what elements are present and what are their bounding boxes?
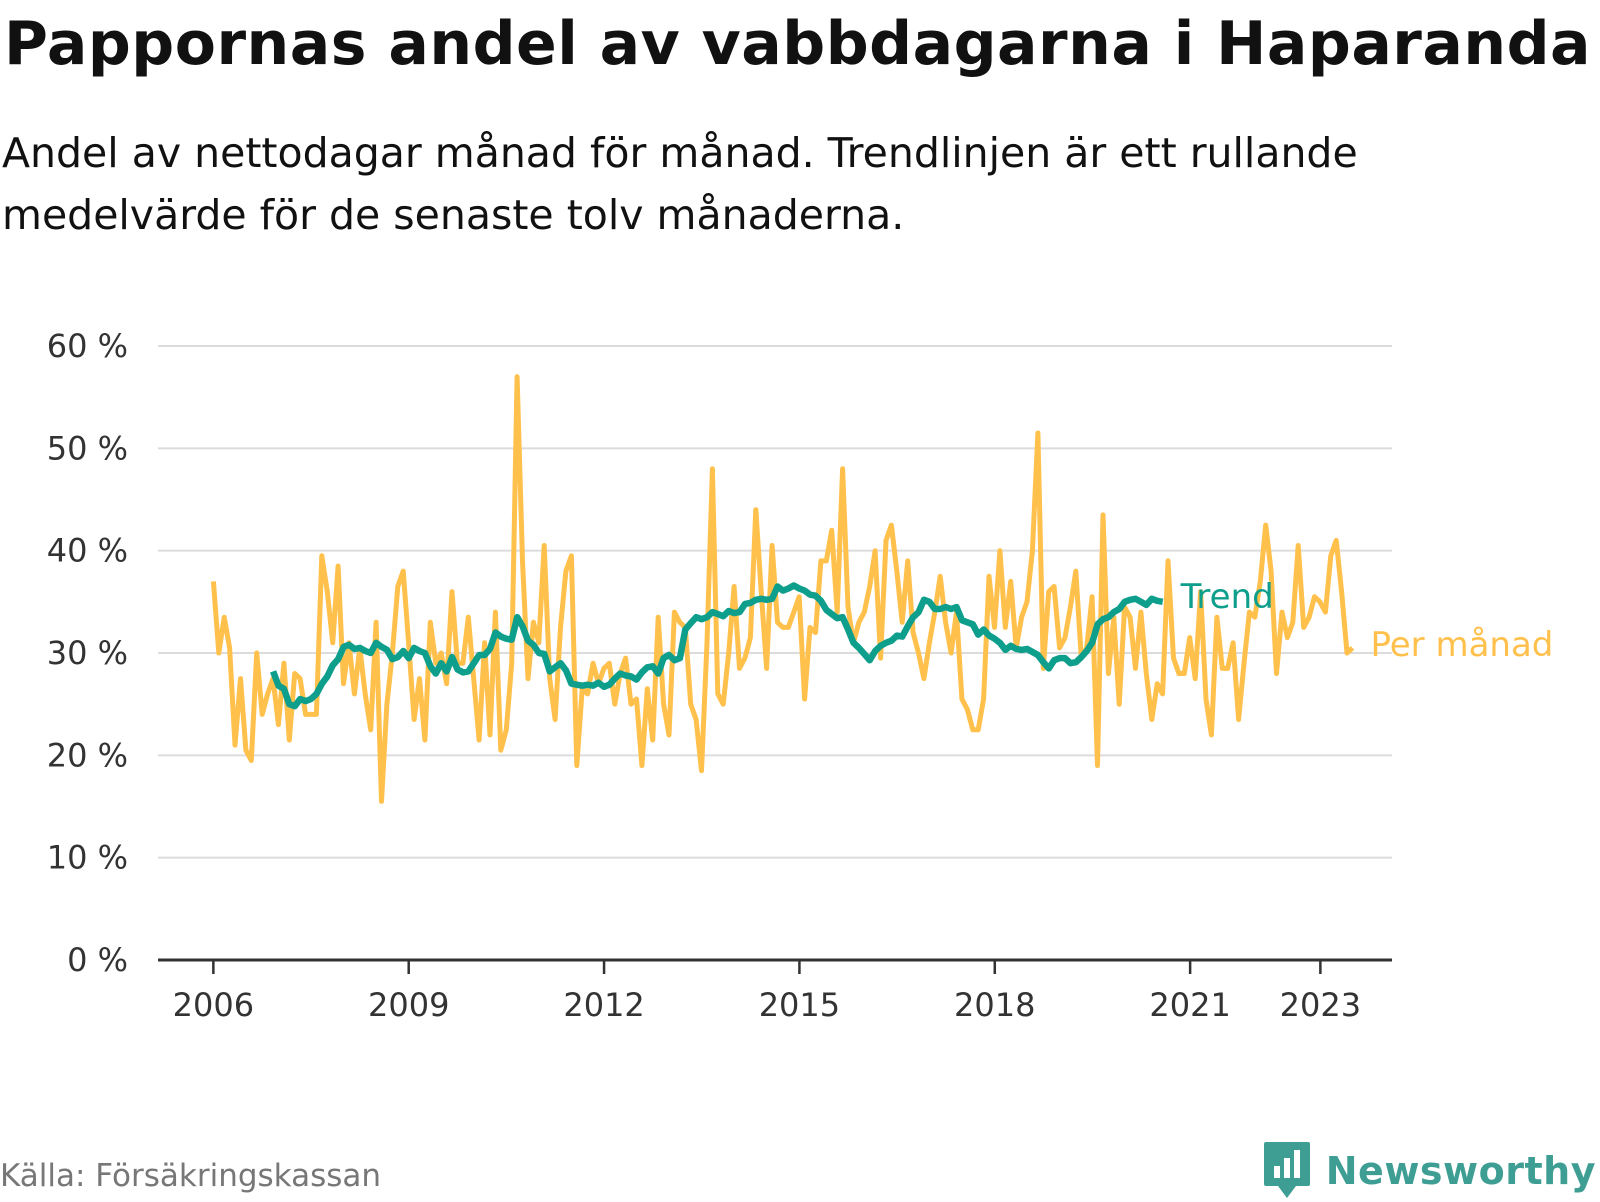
x-tick-label: 2015 <box>759 986 840 1024</box>
x-tick-label: 2009 <box>368 986 449 1024</box>
brand-name: Newsworthy <box>1325 1149 1596 1193</box>
x-axis-ticks: 2006 2009 2012 2015 2018 2021 2023 <box>173 960 1361 1024</box>
x-tick-label: 2006 <box>173 986 254 1024</box>
y-tick-label: 60 % <box>47 327 128 365</box>
y-tick-label: 40 % <box>47 532 128 570</box>
x-tick-label: 2012 <box>563 986 644 1024</box>
y-tick-label: 50 % <box>47 429 128 467</box>
chart-subtitle: Andel av nettodagar månad för månad. Tre… <box>2 129 1358 239</box>
chart-title: Pappornas andel av vabbdagarna i Haparan… <box>4 9 1592 79</box>
source-note: Källa: Försäkringskassan <box>0 1158 382 1194</box>
x-tick-label: 2021 <box>1149 986 1230 1024</box>
y-axis-tick-labels: 0 % 10 % 20 % 30 % 40 % 50 % 60 % <box>47 327 128 979</box>
x-tick-label: 2023 <box>1280 986 1361 1024</box>
x-tick-label: 2018 <box>954 986 1035 1024</box>
series-line-per-manad <box>210 374 1355 804</box>
y-tick-label: 20 % <box>47 736 128 774</box>
series-label-trend: Trend <box>1180 577 1274 617</box>
newsworthy-logo-icon <box>1263 1142 1310 1198</box>
y-tick-label: 0 % <box>67 941 128 979</box>
y-tick-label: 30 % <box>47 634 128 672</box>
series-label-per-manad: Per månad <box>1370 625 1553 665</box>
y-tick-label: 10 % <box>47 839 128 877</box>
series-line-trend <box>270 582 1164 710</box>
brand-logo: Newsworthy <box>1262 1140 1596 1202</box>
